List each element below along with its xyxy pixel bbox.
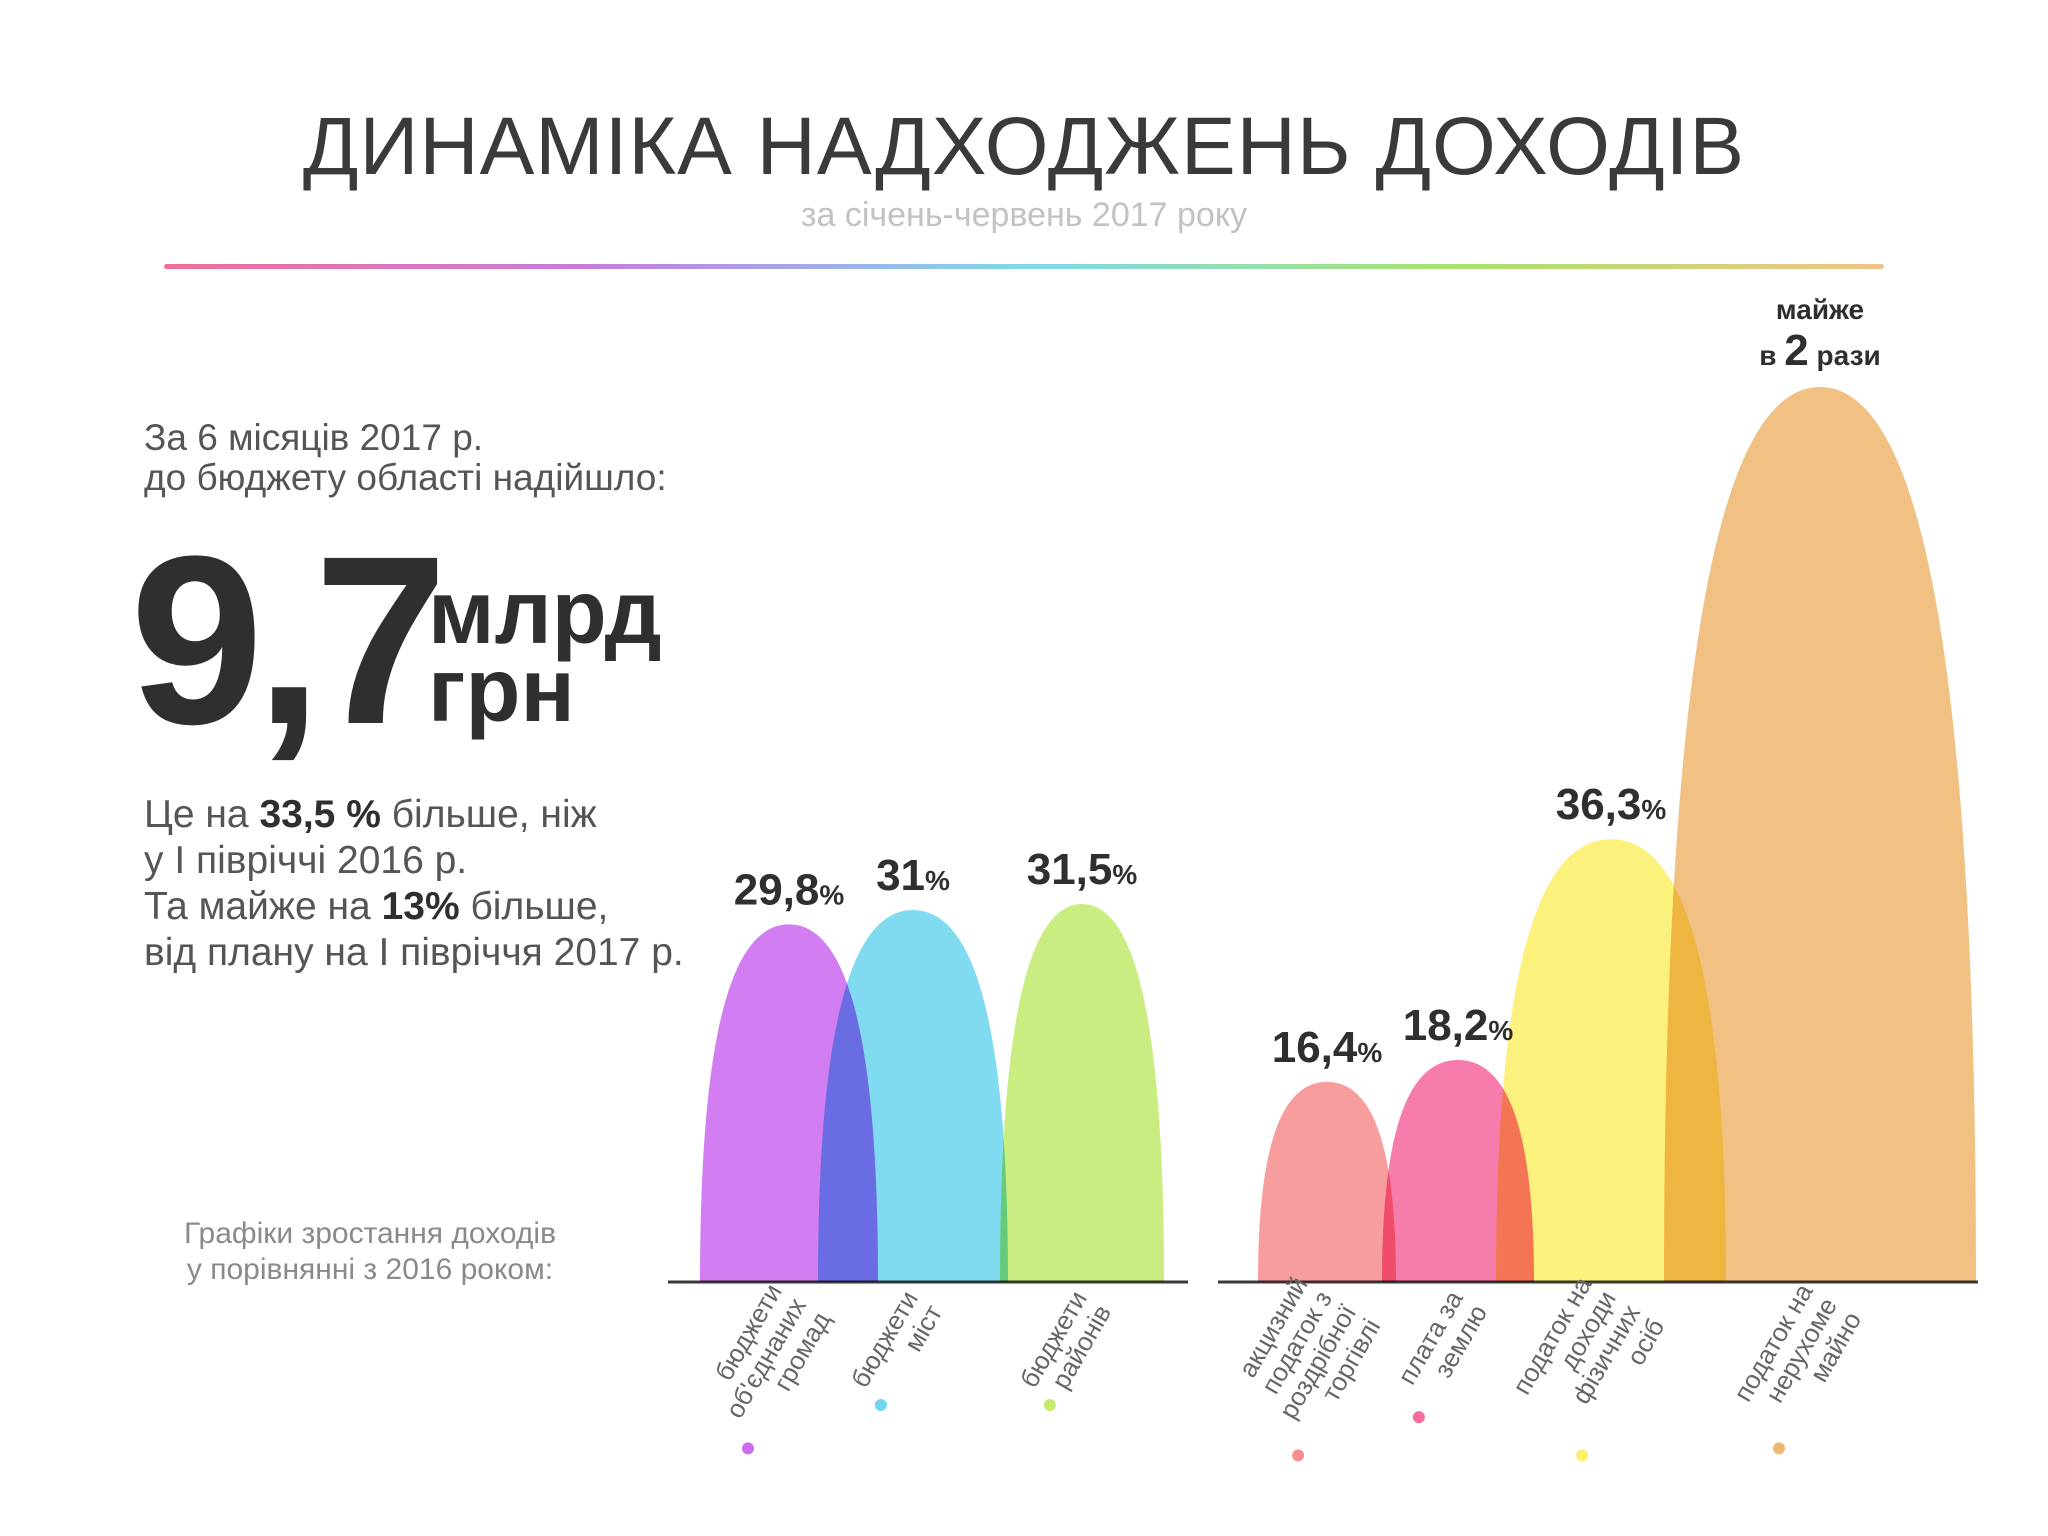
value-label-num: 2 bbox=[1784, 326, 1808, 375]
value-number: 16,4 bbox=[1272, 1023, 1358, 1072]
value-suffix: % bbox=[1641, 794, 1666, 825]
value-number: 36,3 bbox=[1556, 780, 1642, 829]
value-number: 18,2 bbox=[1403, 1001, 1489, 1050]
value-suffix: % bbox=[1357, 1037, 1382, 1068]
page-subtitle: за січень-червень 2017 року bbox=[800, 196, 1248, 234]
comparison-line-2: у І півріччі 2016 р. bbox=[144, 839, 468, 882]
comparison-text: Це на 33,5 % більше, ніж у І півріччі 20… bbox=[144, 792, 784, 976]
comparison-line-1: Це на 33,5 % більше, ніж bbox=[144, 792, 784, 838]
unit-line-2: грн bbox=[428, 641, 575, 741]
value-label-line1: майже bbox=[1776, 294, 1864, 325]
color-divider bbox=[164, 264, 1884, 269]
category-dot bbox=[1412, 1411, 1425, 1424]
value-suffix: % bbox=[819, 879, 844, 910]
comparison-line-3-start: Та майже на bbox=[144, 885, 382, 928]
growth-percent: 33,5 % bbox=[259, 793, 381, 836]
value-label-gromady: 29,8% bbox=[734, 865, 845, 914]
value-label-raioniv: 31,5% bbox=[1027, 845, 1138, 894]
unit-line-1: млрд bbox=[428, 563, 662, 663]
category-dot bbox=[874, 1398, 887, 1411]
total-unit: млрд грн bbox=[428, 563, 662, 741]
page-title: ДИНАМІКА НАДХОДЖЕНЬ ДОХОДІВ bbox=[302, 101, 1746, 192]
value-label-aktsyz: 16,4% bbox=[1272, 1023, 1383, 1072]
value-label-mist: 31% bbox=[876, 851, 950, 900]
bar-raioniv bbox=[1000, 904, 1164, 1282]
category-dot bbox=[1772, 1442, 1785, 1455]
value-label-line2: в 2 рази bbox=[1759, 326, 1880, 375]
category-dot bbox=[1043, 1398, 1056, 1411]
value-suffix: % bbox=[1112, 859, 1137, 890]
comparison-line-1-end: більше, ніж bbox=[380, 793, 597, 836]
bar-zemlia bbox=[1382, 1059, 1534, 1282]
value-label-post: рази bbox=[1809, 340, 1881, 371]
caption-line-2: у порівнянні з 2016 роком: bbox=[186, 1253, 554, 1286]
caption-line-1: Графіки зростання доходів bbox=[183, 1217, 557, 1250]
value-suffix: % bbox=[925, 865, 950, 896]
bar-aktsyz bbox=[1258, 1081, 1396, 1282]
category-dot bbox=[1576, 1449, 1589, 1462]
value-number: 31 bbox=[876, 851, 925, 900]
intro-text: За 6 місяців 2017 р. до бюджету області … bbox=[144, 418, 784, 498]
chart-caption: Графіки зростання доходів у порівнянні з… bbox=[140, 1216, 600, 1288]
value-label-pre: в bbox=[1759, 340, 1784, 371]
plan-percent: 13% bbox=[381, 885, 460, 928]
value-number: 29,8 bbox=[734, 865, 820, 914]
comparison-line-4: від плану на І півріччя 2017 р. bbox=[144, 931, 684, 974]
value-label-pdfo: 36,3% bbox=[1556, 780, 1667, 829]
total-amount: 9,7 bbox=[130, 506, 448, 774]
value-label-zemlia: 18,2% bbox=[1403, 1001, 1514, 1050]
comparison-line-1-start: Це на bbox=[144, 793, 260, 836]
bar-mist bbox=[818, 910, 1008, 1282]
comparison-line-3-end: більше, bbox=[459, 885, 609, 928]
category-dot bbox=[1292, 1449, 1305, 1462]
intro-line-1: За 6 місяців 2017 р. bbox=[144, 417, 484, 458]
bar-nerukhome bbox=[1664, 387, 1976, 1282]
comparison-line-3: Та майже на 13% більше, bbox=[144, 884, 784, 930]
value-number: 31,5 bbox=[1027, 845, 1113, 894]
category-dot bbox=[741, 1442, 754, 1455]
intro-line-2: до бюджету області надійшло: bbox=[144, 457, 667, 498]
